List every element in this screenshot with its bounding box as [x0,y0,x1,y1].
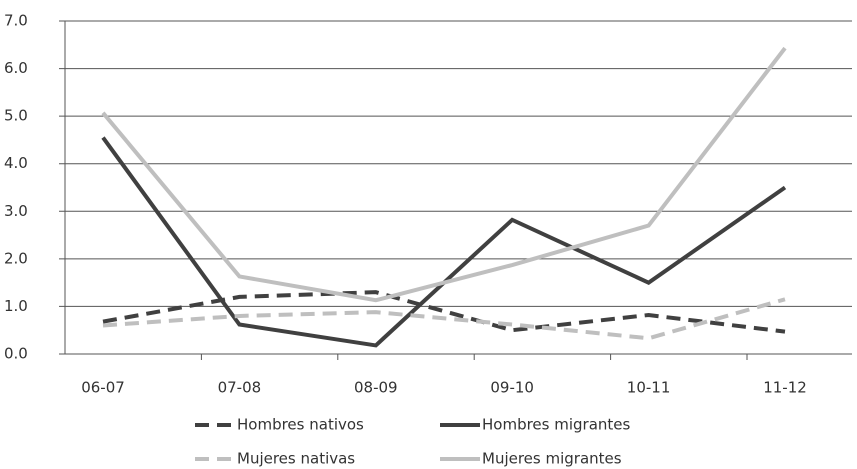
y-tick-label: 5.0 [4,107,28,125]
legend-label: Hombres nativos [237,416,364,434]
legend-label: Mujeres migrantes [482,450,622,468]
y-tick-label: 6.0 [4,59,28,77]
x-tick-label: 06-07 [81,379,125,397]
series-line [101,46,787,303]
y-tick-label: 2.0 [4,249,28,267]
y-tick-label: 4.0 [4,154,28,172]
y-tick-label: 3.0 [4,202,28,220]
series-line [102,290,786,334]
series-line [101,136,787,348]
x-tick-label: 11-12 [763,379,807,397]
x-tick-label: 08-09 [354,379,398,397]
x-tick-label: 07-08 [218,379,262,397]
legend-label: Hombres migrantes [482,416,631,434]
x-tick-label: 10-11 [627,379,671,397]
x-tick-label: 09-10 [490,379,534,397]
y-tick-label: 7.0 [4,12,28,30]
legend-label: Mujeres nativas [237,450,355,468]
series-line [102,297,786,341]
y-tick-label: 0.0 [4,345,28,363]
y-tick-label: 1.0 [4,297,28,315]
